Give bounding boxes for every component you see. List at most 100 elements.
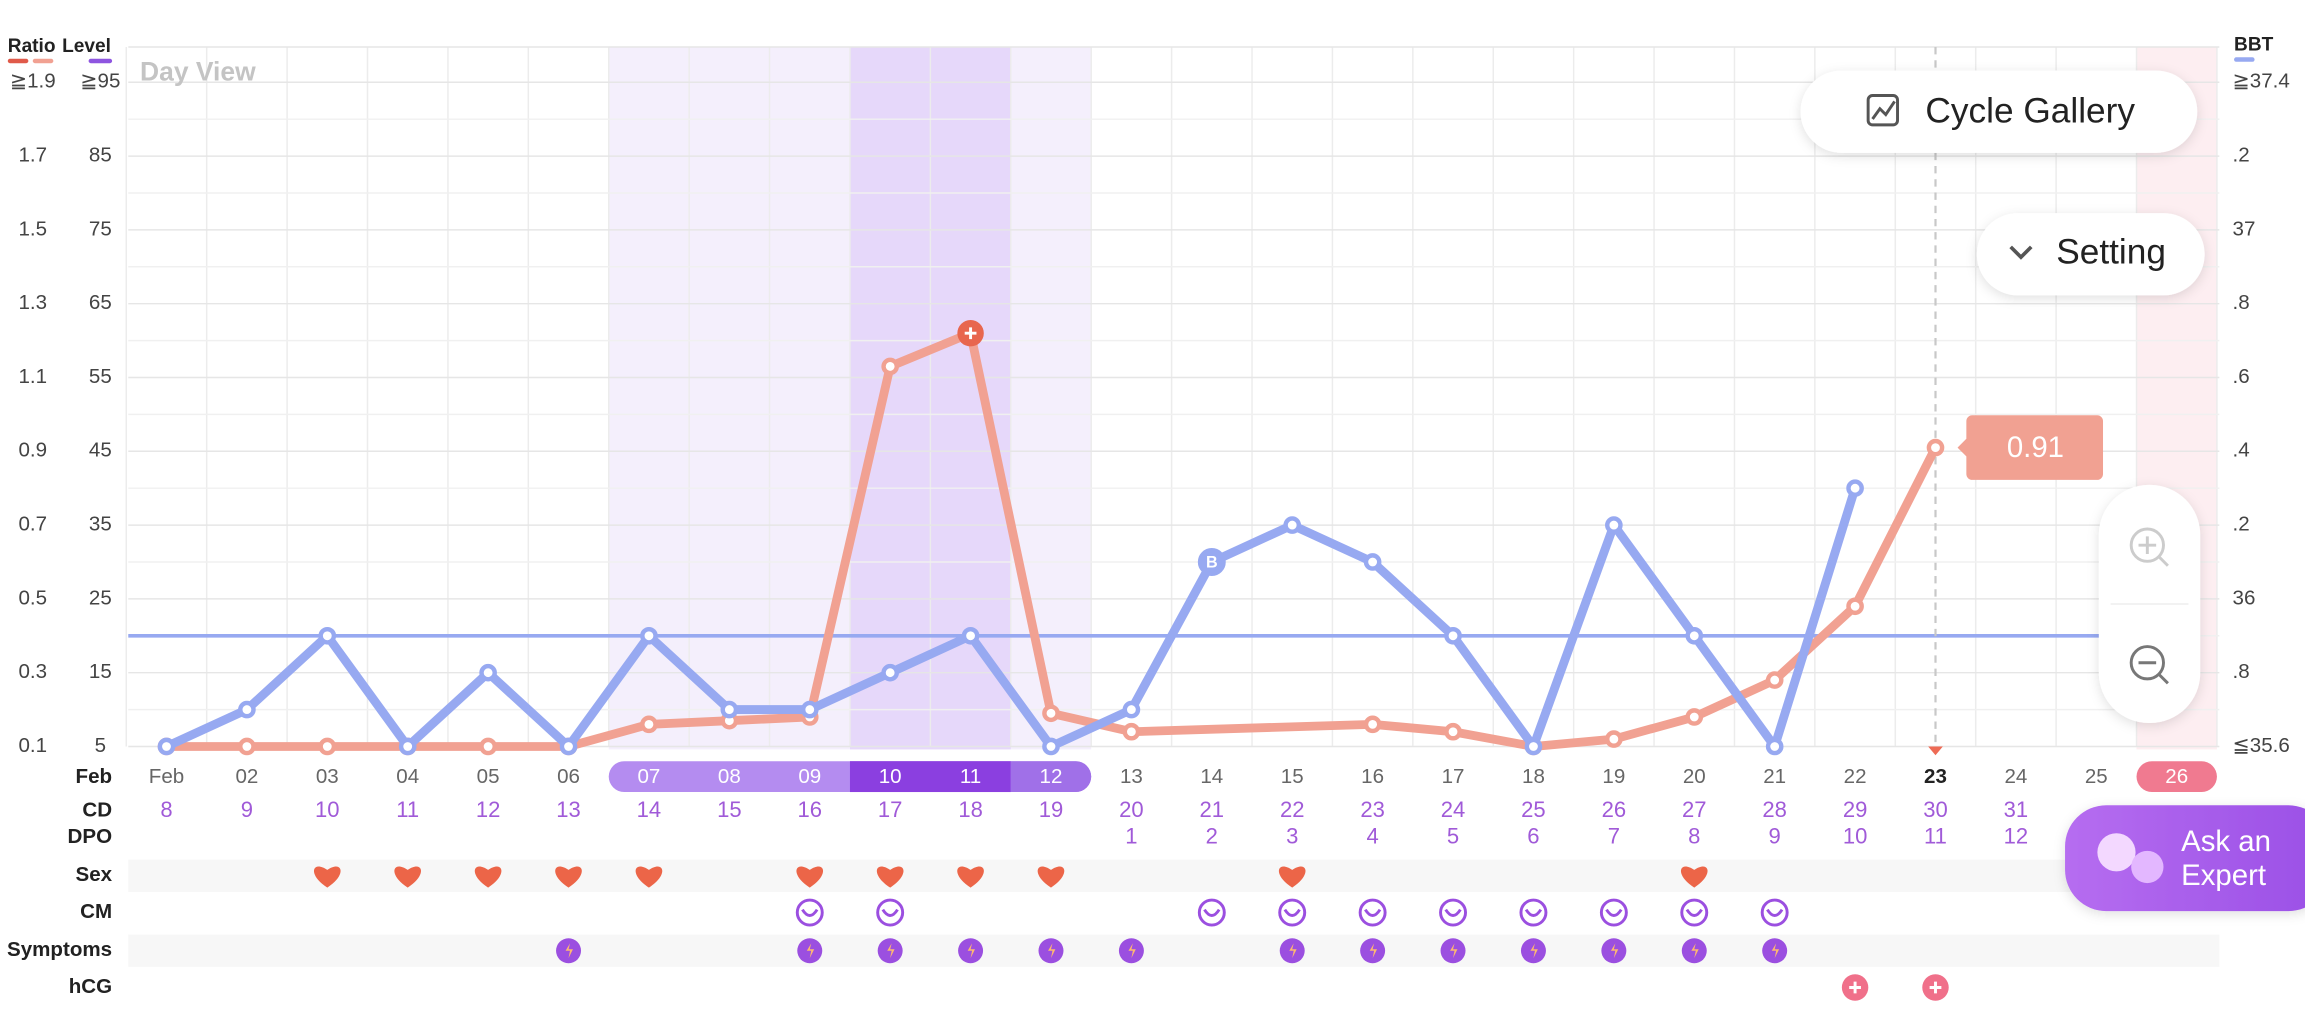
level-tick-label: 35 bbox=[89, 513, 112, 536]
symptom-icon-bolt bbox=[1048, 943, 1056, 959]
x-tick-label: 03 bbox=[316, 765, 339, 788]
data-point bbox=[1363, 553, 1382, 571]
cd-value: 29 bbox=[1843, 797, 1868, 822]
data-point bbox=[1846, 479, 1864, 498]
row-stripe bbox=[128, 934, 2220, 967]
zoom-in-icon bbox=[2138, 536, 2169, 567]
cm-icon-drop bbox=[1605, 908, 1623, 917]
cd-value: 16 bbox=[798, 797, 823, 822]
cd-value: 15 bbox=[717, 797, 742, 822]
cd-value: 9 bbox=[241, 797, 253, 822]
x-tick-label: 24 bbox=[2004, 765, 2027, 788]
ask-expert-button[interactable]: Ask an Expert bbox=[2065, 805, 2305, 912]
chat-icon bbox=[2131, 850, 2164, 884]
peak-marker-plus bbox=[964, 327, 977, 340]
cd-value: 12 bbox=[476, 797, 501, 822]
level-header: Level bbox=[62, 36, 111, 57]
cm-icon-drop bbox=[1444, 908, 1462, 917]
x-tick-label: 05 bbox=[477, 765, 500, 788]
period-pill bbox=[2136, 761, 2217, 793]
ratio-tick-label: 1.3 bbox=[18, 291, 47, 314]
sex-heart-icon bbox=[957, 866, 984, 888]
ratio-swatch bbox=[7, 58, 29, 64]
x-tick-label: 15 bbox=[1281, 765, 1304, 788]
x-tick-label: 20 bbox=[1683, 765, 1706, 788]
dpo-value: 7 bbox=[1608, 823, 1620, 848]
row-stripe bbox=[128, 859, 2220, 892]
x-tick-label: 08 bbox=[718, 765, 741, 788]
dpo-value: 3 bbox=[1286, 823, 1298, 848]
cm-icon-drop bbox=[1203, 908, 1221, 917]
cm-icon bbox=[1358, 898, 1387, 927]
data-point bbox=[1444, 722, 1462, 741]
button-label: Ask an bbox=[2181, 825, 2271, 858]
cm-icon bbox=[1197, 898, 1226, 927]
data-point bbox=[1283, 516, 1302, 534]
ratio-tick-label: 0.3 bbox=[18, 660, 47, 683]
bbt-tick-label: .8 bbox=[2233, 660, 2250, 683]
button-label: Expert bbox=[2181, 859, 2266, 892]
symptom-icon-bolt bbox=[565, 943, 573, 959]
button-bg bbox=[1976, 213, 2205, 296]
cd-value: 18 bbox=[958, 797, 983, 822]
dpo-value: 1 bbox=[1125, 823, 1137, 848]
button-label: Setting bbox=[2056, 233, 2166, 272]
x-tick-label: 26 bbox=[2165, 765, 2188, 788]
hcg-icon-plus bbox=[1929, 981, 1942, 994]
value-callout bbox=[1957, 415, 2104, 480]
cm-icon-drop bbox=[1364, 908, 1382, 917]
dpo-value: 10 bbox=[1843, 823, 1868, 848]
sex-heart-icon bbox=[555, 866, 582, 888]
dpo-value: 2 bbox=[1206, 823, 1218, 848]
cd-value: 8 bbox=[160, 797, 172, 822]
row-label: Feb bbox=[76, 765, 113, 788]
sex-heart-icon bbox=[876, 866, 904, 888]
row-label: CD bbox=[82, 799, 112, 822]
bbt-tick-label: ≦35.6 bbox=[2233, 734, 2290, 757]
view-title: Day View bbox=[140, 56, 256, 86]
zoom-panel bbox=[2098, 484, 2201, 723]
x-tick-label: 13 bbox=[1120, 765, 1143, 788]
sex-heart-icon bbox=[1037, 866, 1065, 888]
level-tick-label: 65 bbox=[89, 291, 112, 314]
data-point bbox=[1605, 516, 1623, 534]
data-point bbox=[479, 737, 497, 756]
bbt-tick-label: ≧37.4 bbox=[2233, 70, 2290, 93]
cd-value: 28 bbox=[1762, 797, 1787, 822]
symptom-icon-bolt bbox=[1450, 943, 1458, 959]
dpo-value: 12 bbox=[2004, 823, 2029, 848]
symptom-icon-bolt bbox=[1369, 943, 1378, 959]
bbt-tick-label: 37 bbox=[2233, 217, 2256, 240]
data-point bbox=[800, 700, 819, 719]
data-point bbox=[1685, 626, 1704, 645]
symptom-icon-bolt bbox=[887, 943, 895, 959]
ratio-tick-label: 1.5 bbox=[18, 217, 47, 240]
symptom-icon-bolt bbox=[806, 943, 815, 959]
dpo-value: 6 bbox=[1527, 823, 1539, 848]
row-label: CM bbox=[80, 900, 112, 923]
data-point bbox=[157, 737, 176, 756]
cd-value: 11 bbox=[396, 797, 419, 822]
zoom-in-button[interactable] bbox=[2129, 527, 2169, 567]
sex-heart-icon bbox=[796, 866, 824, 888]
cm-icon-drop bbox=[881, 908, 899, 917]
zoom-out-button[interactable] bbox=[2129, 645, 2169, 685]
dpo-value: 8 bbox=[1688, 823, 1700, 848]
row-label: Sex bbox=[76, 863, 113, 886]
fertile-pill-end bbox=[1010, 761, 1092, 793]
bbt-tick-label: .2 bbox=[2233, 144, 2250, 167]
data-point bbox=[1685, 708, 1704, 726]
data-point bbox=[238, 700, 256, 719]
zoom-out-icon bbox=[2129, 645, 2165, 681]
x-tick-label: 22 bbox=[1844, 765, 1867, 788]
sex-heart-icon bbox=[1680, 866, 1708, 888]
labels-layer: Day View Ratio Level BBT 0.1 0.3 0.5 0.7 0.9… bbox=[7, 35, 2290, 998]
bbt-header: BBT bbox=[2234, 35, 2274, 56]
dpo-value: 4 bbox=[1366, 823, 1378, 848]
x-tick-label: 11 bbox=[960, 765, 981, 788]
ratio-tick-label: ≧1.9 bbox=[10, 70, 56, 93]
cm-icon-drop bbox=[801, 908, 819, 917]
cycle-gallery-button[interactable]: Cycle Gallery bbox=[1800, 70, 2198, 153]
setting-button[interactable]: Setting bbox=[1976, 213, 2205, 296]
